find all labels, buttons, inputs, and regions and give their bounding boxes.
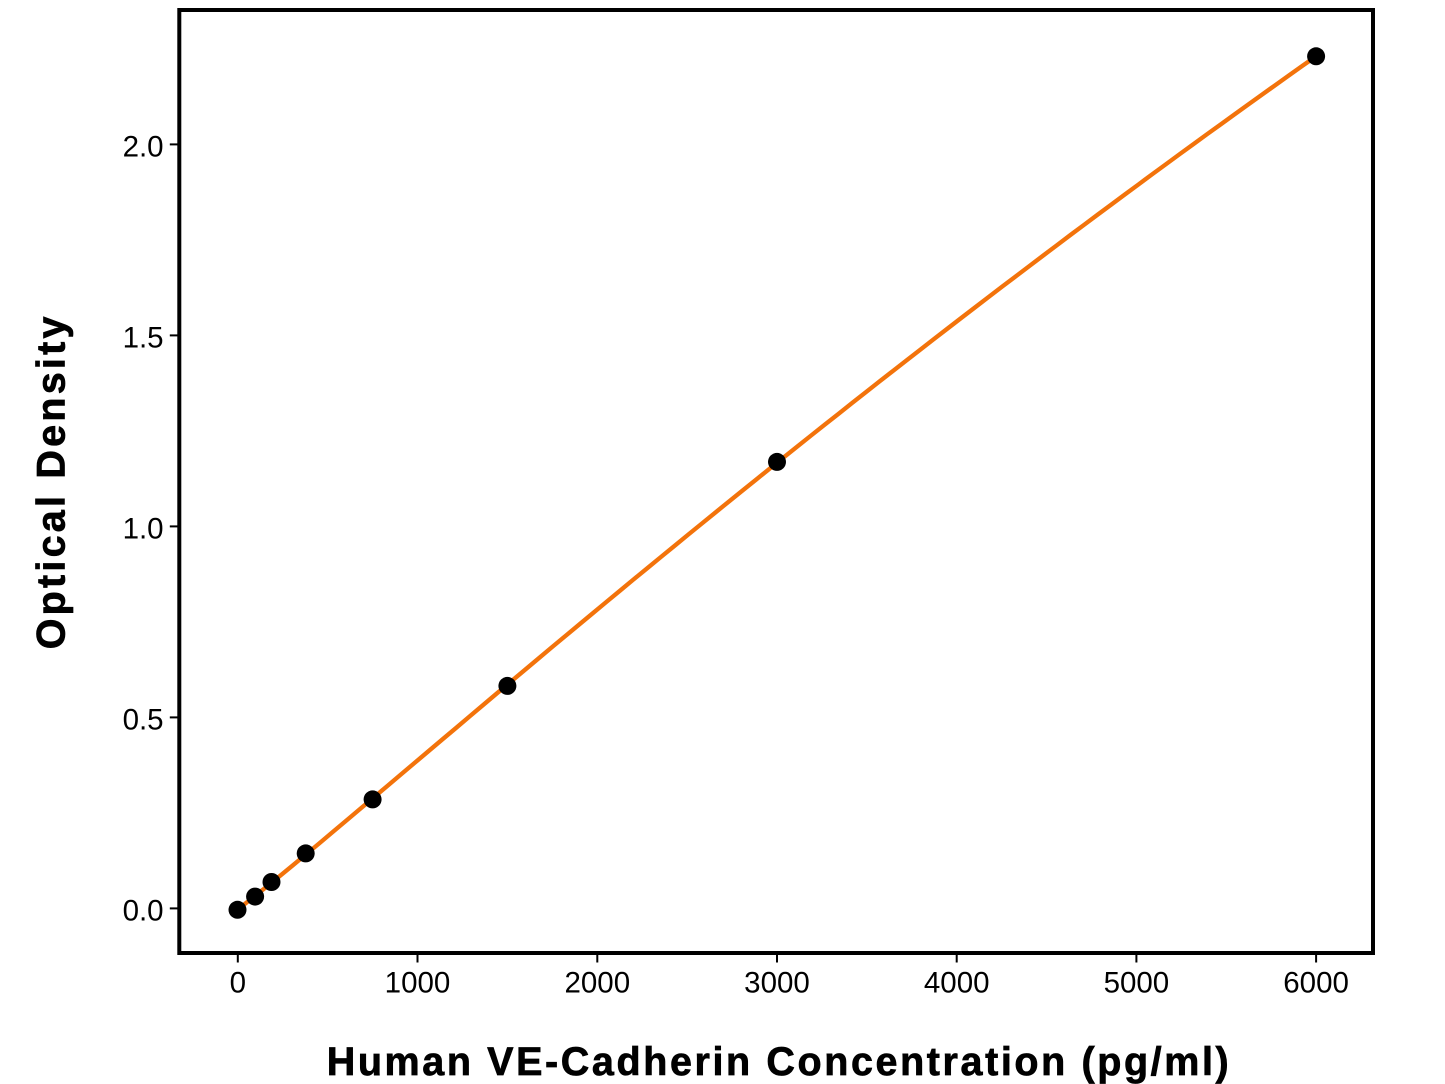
svg-text:1.0: 1.0 — [123, 512, 164, 545]
svg-text:Optical Density: Optical Density — [29, 313, 73, 649]
svg-text:5000: 5000 — [1104, 967, 1170, 1000]
svg-text:2.0: 2.0 — [123, 130, 164, 163]
svg-text:1000: 1000 — [385, 967, 451, 1000]
svg-text:2000: 2000 — [564, 967, 630, 1000]
svg-text:6000: 6000 — [1283, 967, 1349, 1000]
svg-text:Human VE-Cadherin Concentratio: Human VE-Cadherin Concentration (pg/ml) — [327, 1040, 1232, 1084]
svg-text:1.5: 1.5 — [123, 321, 164, 354]
svg-text:0.5: 0.5 — [123, 703, 164, 736]
svg-text:0: 0 — [230, 967, 246, 1000]
svg-text:3000: 3000 — [744, 967, 810, 1000]
svg-text:0.0: 0.0 — [123, 894, 164, 927]
svg-text:4000: 4000 — [924, 967, 990, 1000]
